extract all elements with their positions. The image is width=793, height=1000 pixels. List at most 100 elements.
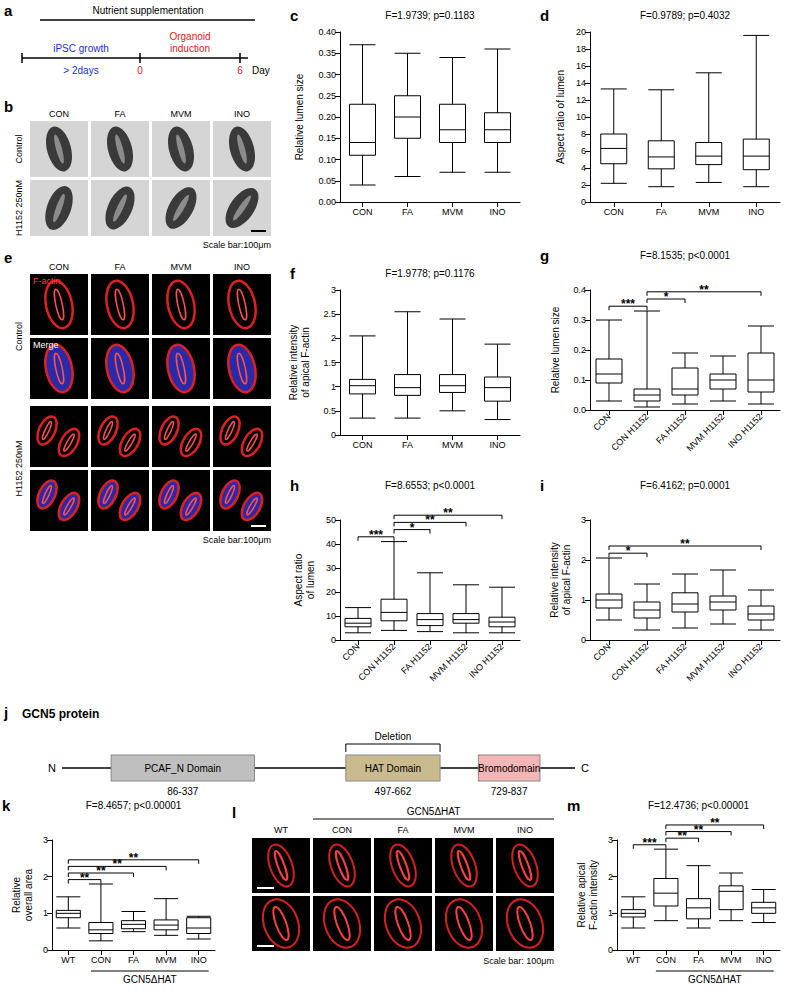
- svg-text:0.30: 0.30: [318, 70, 336, 80]
- svg-text:Aspect ratio: Aspect ratio: [293, 553, 304, 606]
- svg-text:F-actin intensity: F-actin intensity: [588, 860, 599, 930]
- svg-text:0: 0: [137, 65, 143, 76]
- svg-text:0.0: 0.0: [573, 405, 586, 415]
- svg-text:MVM: MVM: [171, 109, 192, 119]
- svg-text:INO: INO: [517, 825, 533, 835]
- svg-text:0.20: 0.20: [318, 112, 336, 122]
- svg-text:d: d: [540, 7, 549, 24]
- svg-text:INO: INO: [191, 955, 207, 965]
- svg-text:INO: INO: [489, 440, 505, 450]
- svg-text:30: 30: [326, 563, 336, 573]
- svg-text:GCN5ΔHAT: GCN5ΔHAT: [123, 974, 177, 985]
- svg-text:l: l: [232, 804, 236, 821]
- svg-text:MVM: MVM: [454, 825, 475, 835]
- svg-text:INO H1152: INO H1152: [726, 641, 764, 679]
- svg-text:Deletion: Deletion: [375, 731, 412, 742]
- svg-text:CON: CON: [591, 641, 612, 662]
- svg-text:C: C: [581, 762, 589, 774]
- svg-text:14: 14: [576, 78, 586, 88]
- svg-text:6: 6: [237, 65, 243, 76]
- svg-text:CON H1152: CON H1152: [609, 641, 650, 682]
- svg-text:Scale bar: 100μm: Scale bar: 100μm: [483, 956, 554, 966]
- svg-text:Relative apical: Relative apical: [576, 862, 587, 927]
- svg-text:Bromodomain: Bromodomain: [478, 763, 540, 774]
- svg-text:f: f: [290, 265, 296, 282]
- svg-text:CON: CON: [49, 262, 69, 272]
- svg-text:FA: FA: [402, 207, 413, 217]
- svg-text:Nutrient supplementation: Nutrient supplementation: [92, 5, 203, 16]
- svg-text:CON: CON: [353, 207, 373, 217]
- svg-text:F=8.1535; p<0.0001: F=8.1535; p<0.0001: [640, 250, 731, 261]
- svg-text:h: h: [290, 477, 299, 494]
- svg-text:HAT Domain: HAT Domain: [365, 763, 421, 774]
- svg-text:MVM H1152: MVM H1152: [685, 641, 727, 683]
- svg-text:MVM: MVM: [442, 440, 463, 450]
- svg-text:induction: induction: [170, 43, 210, 54]
- svg-text:FA: FA: [402, 440, 413, 450]
- svg-text:Scale bar:100μm: Scale bar:100μm: [203, 240, 271, 250]
- svg-text:b: b: [4, 98, 13, 115]
- svg-text:2: 2: [581, 180, 586, 190]
- svg-text:Organoid: Organoid: [169, 31, 210, 42]
- svg-text:CON: CON: [656, 955, 676, 965]
- svg-text:0.5: 0.5: [323, 406, 336, 416]
- svg-text:CON H1152: CON H1152: [609, 411, 650, 452]
- svg-text:MVM: MVM: [698, 207, 719, 217]
- svg-text:of apical F-actin: of apical F-actin: [561, 545, 572, 616]
- svg-text:497-662: 497-662: [375, 786, 412, 797]
- svg-text:F-actin: F-actin: [33, 276, 61, 286]
- svg-text:FA: FA: [114, 262, 125, 272]
- svg-text:1: 1: [581, 595, 586, 605]
- svg-text:2: 2: [581, 555, 586, 565]
- svg-text:0.40: 0.40: [318, 27, 336, 37]
- svg-text:Scale bar:100μm: Scale bar:100μm: [203, 535, 271, 545]
- svg-text:8: 8: [581, 129, 586, 139]
- svg-text:F=1.9739; p=0.1183: F=1.9739; p=0.1183: [385, 10, 475, 21]
- svg-text:MVM: MVM: [156, 955, 177, 965]
- svg-text:MVM H1152: MVM H1152: [685, 411, 727, 453]
- svg-text:PCAF_N Domain: PCAF_N Domain: [144, 763, 221, 774]
- svg-text:***: ***: [643, 836, 657, 850]
- svg-text:INO: INO: [234, 262, 250, 272]
- svg-text:0.15: 0.15: [318, 133, 336, 143]
- svg-text:0: 0: [331, 430, 336, 440]
- svg-text:1: 1: [608, 908, 613, 918]
- svg-text:j: j: [3, 704, 8, 721]
- svg-text:6: 6: [581, 146, 586, 156]
- svg-text:CON: CON: [340, 641, 361, 662]
- svg-text:Relative intensity: Relative intensity: [288, 325, 299, 401]
- svg-text:4: 4: [581, 163, 586, 173]
- svg-text:FA: FA: [397, 825, 408, 835]
- svg-text:CON: CON: [604, 207, 624, 217]
- svg-text:Relative lumen size: Relative lumen size: [294, 73, 305, 160]
- svg-text:WT: WT: [61, 955, 75, 965]
- svg-text:MVM H1152: MVM H1152: [428, 641, 470, 683]
- svg-text:GCN5ΔHAT: GCN5ΔHAT: [688, 974, 742, 985]
- svg-text:0: 0: [43, 945, 48, 955]
- svg-text:2: 2: [43, 872, 48, 882]
- svg-text:MVM: MVM: [721, 955, 742, 965]
- svg-text:F=12.4736; p<0.00001: F=12.4736; p<0.00001: [648, 800, 750, 811]
- svg-text:0.4: 0.4: [573, 285, 586, 295]
- svg-text:0: 0: [581, 197, 586, 207]
- svg-text:***: ***: [621, 297, 635, 311]
- svg-text:FA: FA: [656, 207, 667, 217]
- svg-text:0: 0: [331, 635, 336, 645]
- svg-text:INO H1152: INO H1152: [726, 411, 764, 449]
- svg-text:40: 40: [326, 539, 336, 549]
- svg-text:2: 2: [608, 872, 613, 882]
- svg-text:MVM: MVM: [171, 262, 192, 272]
- svg-text:1: 1: [331, 382, 336, 392]
- svg-text:**: **: [129, 851, 139, 865]
- svg-text:**: **: [680, 537, 690, 551]
- svg-text:2: 2: [331, 333, 336, 343]
- svg-text:**: **: [710, 816, 720, 830]
- svg-text:FA H1152: FA H1152: [654, 411, 689, 446]
- svg-text:i: i: [540, 477, 544, 494]
- svg-text:12: 12: [576, 95, 586, 105]
- svg-text:0.2: 0.2: [573, 345, 586, 355]
- svg-text:H1152 250nM: H1152 250nM: [14, 180, 24, 236]
- svg-text:1: 1: [43, 908, 48, 918]
- svg-text:1.5: 1.5: [323, 358, 336, 368]
- svg-text:a: a: [4, 2, 13, 19]
